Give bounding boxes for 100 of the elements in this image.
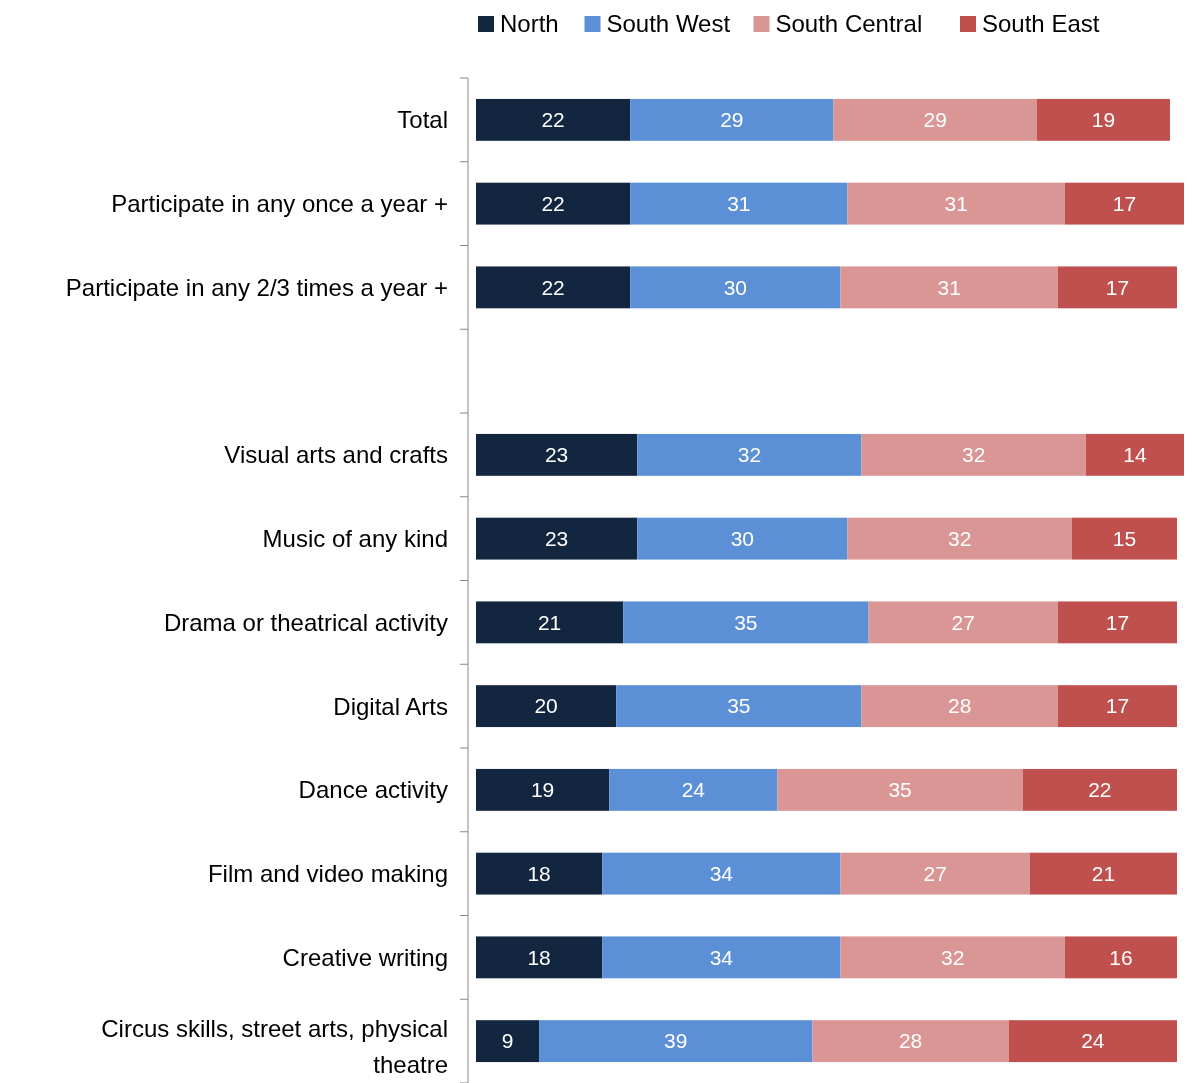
- data-label: 16: [1109, 945, 1133, 969]
- data-label: 31: [937, 275, 961, 299]
- data-label: 34: [709, 945, 734, 969]
- bar: [861, 433, 1086, 476]
- data-label: 21: [1091, 861, 1116, 885]
- bar: [840, 852, 1030, 895]
- data-label: 34: [709, 861, 734, 885]
- y-tick-label: Music of any kind: [262, 525, 448, 553]
- bar: [602, 936, 841, 979]
- y-tick-label: Dance activity: [298, 776, 448, 804]
- bar: [1057, 601, 1177, 644]
- data-label: 20: [534, 694, 558, 718]
- y-tick-label: Participate in any 2/3 times a year +: [65, 273, 448, 301]
- data-label: 17: [1105, 694, 1130, 718]
- bar: [637, 433, 862, 476]
- bar: [630, 266, 841, 309]
- bar: [840, 266, 1058, 309]
- data-label: 18: [527, 861, 551, 885]
- data-label: 32: [962, 443, 986, 467]
- data-label: 19: [530, 778, 555, 802]
- bar: [1029, 852, 1177, 895]
- data-label: 30: [723, 275, 748, 299]
- bar: [847, 517, 1072, 560]
- data-label: 22: [1088, 778, 1112, 802]
- bar: [476, 517, 638, 560]
- bar: [1036, 98, 1170, 141]
- data-label: 29: [923, 108, 947, 132]
- y-tick-label: Participate in any once a year +: [111, 190, 448, 218]
- bar: [476, 768, 610, 811]
- data-label: 17: [1105, 610, 1130, 634]
- y-tick-label: Film and video making: [207, 860, 448, 888]
- legend-label: South West: [606, 10, 731, 38]
- y-tick-label: Total: [397, 106, 448, 134]
- y-tick-label: Circus skills, street arts, physical theatre: [101, 1014, 448, 1078]
- bar: [1022, 768, 1177, 811]
- data-label: 35: [888, 778, 912, 802]
- data-label: 14: [1123, 443, 1147, 467]
- data-label: 28: [948, 694, 972, 718]
- y-tick-label: Visual arts and crafts: [224, 441, 448, 469]
- bar: [602, 852, 841, 895]
- data-label: 32: [940, 945, 965, 969]
- bar: [476, 852, 603, 895]
- bar: [539, 1020, 813, 1063]
- bar: [847, 182, 1065, 225]
- bar: [476, 182, 631, 225]
- data-label: 28: [898, 1029, 923, 1053]
- data-label: 21: [537, 610, 562, 634]
- y-tick-label: Digital Arts: [333, 692, 448, 720]
- bar: [1085, 433, 1184, 476]
- bar: [476, 1020, 540, 1063]
- bar: [623, 601, 869, 644]
- bar: [476, 433, 638, 476]
- bar: [609, 768, 778, 811]
- data-label: 17: [1105, 275, 1130, 299]
- bar: [1057, 266, 1177, 309]
- bar: [1064, 936, 1177, 979]
- bar: [476, 601, 624, 644]
- data-label: 9: [501, 1029, 514, 1053]
- data-label: 24: [1081, 1029, 1105, 1053]
- data-label: 22: [541, 191, 565, 215]
- bar: [1008, 1020, 1177, 1063]
- data-label: 18: [527, 945, 551, 969]
- y-tick-label: Creative writing: [282, 943, 448, 971]
- data-label: 32: [948, 526, 972, 550]
- bar: [616, 685, 862, 728]
- data-label: 27: [951, 610, 975, 634]
- data-label: 35: [727, 694, 751, 718]
- bar: [1071, 517, 1177, 560]
- bar: [637, 517, 848, 560]
- bar: [840, 936, 1065, 979]
- data-label: 22: [541, 275, 565, 299]
- legend-label: South Central: [775, 10, 923, 38]
- bar: [1057, 685, 1177, 728]
- data-label: 30: [730, 526, 755, 550]
- data-label: 19: [1091, 108, 1116, 132]
- data-label: 27: [923, 861, 947, 885]
- data-label: 24: [681, 778, 706, 802]
- bar: [476, 266, 631, 309]
- bar: [861, 685, 1058, 728]
- bar: [777, 768, 1023, 811]
- legend-label: South East: [982, 10, 1100, 38]
- data-label: 32: [737, 443, 762, 467]
- data-label: 29: [720, 108, 744, 132]
- bar: [476, 685, 617, 728]
- data-label: 22: [541, 108, 565, 132]
- data-label: 17: [1112, 191, 1137, 215]
- data-label: 31: [944, 191, 968, 215]
- data-label: 23: [544, 526, 569, 550]
- bar: [630, 182, 848, 225]
- bar: [476, 936, 603, 979]
- bar: [1064, 182, 1184, 225]
- data-label: 15: [1112, 526, 1137, 550]
- bar: [812, 1020, 1009, 1063]
- bar: [476, 98, 631, 141]
- data-label: 35: [734, 610, 758, 634]
- data-label: 31: [727, 191, 751, 215]
- bar: [868, 601, 1058, 644]
- legend-label: North: [500, 10, 559, 38]
- bar: [833, 98, 1037, 141]
- data-label: 39: [664, 1029, 688, 1053]
